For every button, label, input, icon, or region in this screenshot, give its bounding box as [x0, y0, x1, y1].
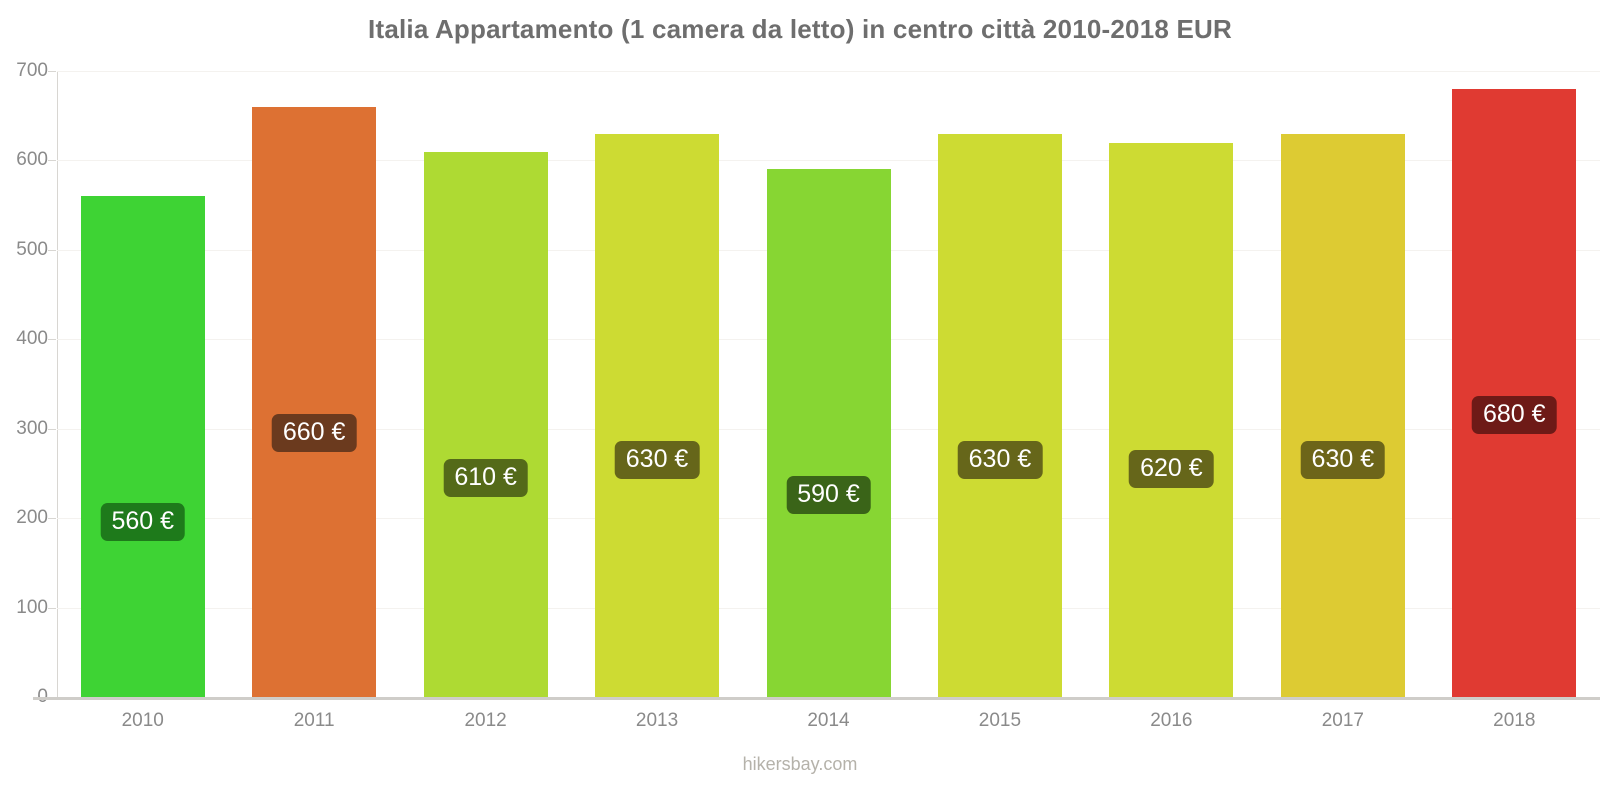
bar[interactable]: 630 €: [595, 133, 720, 697]
y-axis-tick-labels: 0 100 200 300 400 500 600 700: [0, 60, 56, 707]
gridline: [57, 160, 1600, 162]
x-axis-tick-label: 2016: [1150, 710, 1193, 731]
y-axis-tick-label: 0: [4, 686, 48, 708]
plot-area: 560 € 660 € 610 € 630 € 590 € 630 € 620 € 630 €…: [57, 71, 1600, 698]
bar[interactable]: 630 €: [937, 133, 1062, 697]
gridline: [57, 71, 1600, 72]
footer-credit: hikersbay.com: [742, 754, 858, 774]
bar[interactable]: 610 €: [423, 151, 548, 697]
x-axis-tick-label: 2014: [807, 710, 850, 731]
y-axis-tick-label: 700: [16, 60, 48, 81]
page-title: Italia Appartamento (1 camera da letto) …: [368, 14, 1232, 44]
y-axis-tick-mark: [48, 249, 56, 251]
y-axis-tick-mark: [48, 518, 56, 520]
y-axis-tick-label: 400: [16, 328, 48, 350]
y-axis-tick-label: 500: [16, 238, 48, 260]
y-axis-tick-label: 300: [16, 417, 48, 439]
x-axis-tick-label: 2010: [121, 710, 164, 731]
x-axis-tick-label: 2012: [464, 710, 507, 731]
bar[interactable]: 630 €: [1280, 133, 1405, 697]
bar-value-label: 630 €: [1300, 440, 1386, 479]
bar-value-label: 590 €: [786, 476, 871, 515]
x-axis-tick-label: 2017: [1321, 710, 1364, 731]
x-axis-tick-label: 2011: [293, 710, 335, 731]
bar[interactable]: 590 €: [766, 169, 891, 697]
y-axis-tick-label: 200: [16, 507, 48, 529]
x-axis-tick-label: 2018: [1493, 710, 1536, 731]
y-axis-tick-label: 100: [16, 596, 48, 618]
y-axis-tick-label: 600: [16, 149, 48, 171]
x-axis-tick-label: 2013: [635, 710, 679, 731]
bar-value-label: 630 €: [614, 440, 700, 479]
bar-value-label: 610 €: [443, 458, 528, 497]
bar-value-label: 560 €: [100, 503, 185, 542]
bar[interactable]: 660 €: [252, 106, 377, 697]
y-axis-line: [57, 71, 58, 698]
bar-value-label: 620 €: [1129, 449, 1214, 488]
bar-value-label: 630 €: [957, 440, 1043, 479]
bar[interactable]: 620 €: [1109, 142, 1234, 697]
y-axis-tick-mark: [48, 160, 56, 162]
bar-value-label: 660 €: [271, 413, 357, 452]
y-axis-tick-mark: [48, 339, 56, 341]
bar[interactable]: 680 €: [1452, 88, 1577, 697]
bar[interactable]: 560 €: [80, 196, 205, 697]
y-axis-tick-mark: [48, 607, 56, 609]
y-axis-tick-mark: [48, 428, 56, 430]
bar-value-label: 680 €: [1471, 395, 1557, 434]
y-axis-tick-mark: [48, 71, 56, 72]
x-axis-line: [33, 697, 1600, 700]
x-axis-tick-label: 2015: [978, 710, 1022, 731]
